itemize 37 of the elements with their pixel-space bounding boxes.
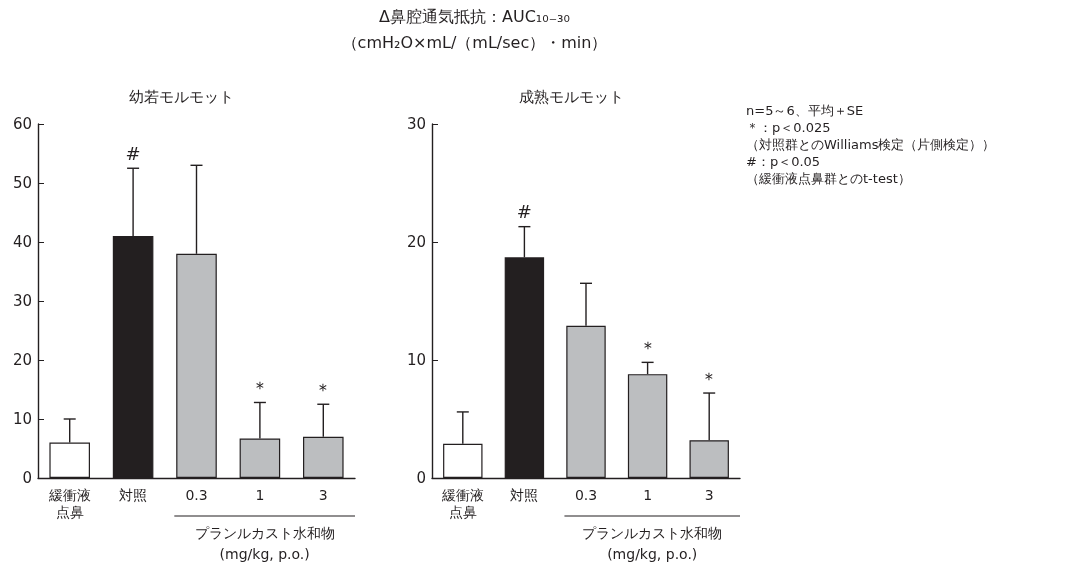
x-tick-label: 対照 bbox=[119, 486, 148, 503]
y-tick-label: 20 bbox=[406, 233, 426, 251]
text: #：p＜0.05 bbox=[746, 154, 821, 169]
x-tick-label: 0.3 bbox=[574, 486, 598, 503]
x-axis-title: プランルカスト水和物 (mg/kg, p.o.) bbox=[194, 524, 335, 562]
y-tick-label: 30 bbox=[406, 115, 426, 133]
y-tick-label: 10 bbox=[406, 351, 426, 369]
y-tick-label: 60 bbox=[12, 115, 32, 133]
annotation: ＊ bbox=[700, 367, 719, 389]
y-tick-label: 20 bbox=[12, 351, 32, 369]
x-tick-label: 1 bbox=[255, 486, 265, 503]
annotation: # bbox=[125, 142, 141, 164]
x-tick-label: 対照 bbox=[510, 486, 539, 503]
x-tick-label: 緩衝液点鼻 bbox=[440, 486, 484, 520]
x-tick-label: 0.3 bbox=[185, 486, 208, 503]
text: ＊：p＜0.025 bbox=[746, 120, 831, 135]
x-axis-title: プランルカスト水和物 (mg/kg, p.o.) bbox=[582, 524, 723, 562]
y-axis-title: Δ鼻腔通気抵抗：AUC₁₀₋₃₀ （cmH₂O×mL/（mL/sec）・min） bbox=[341, 7, 608, 52]
annotation: ＊ bbox=[250, 376, 269, 398]
x-tick-label: 3 bbox=[318, 486, 328, 503]
y-tick-label: 0 bbox=[416, 469, 426, 487]
annotation: # bbox=[516, 201, 532, 223]
text: （対照群とのWilliams検定（片側検定）） bbox=[746, 137, 996, 152]
x-tick-label: 緩衝液点鼻 bbox=[47, 486, 91, 520]
y-tick-label: 30 bbox=[12, 292, 32, 310]
y-tick-label: 0 bbox=[22, 469, 32, 487]
x-tick-label: 3 bbox=[704, 486, 714, 503]
y-tick-label: 10 bbox=[12, 410, 32, 428]
text: n=5～6、平均＋SE bbox=[746, 103, 864, 118]
text: （緩衝液点鼻群とのt-test） bbox=[746, 171, 911, 186]
x-tick-label: 1 bbox=[643, 486, 653, 503]
chart-title: 成熟モルモット bbox=[518, 87, 624, 106]
annotation: ＊ bbox=[314, 378, 333, 400]
y-tick-label: 50 bbox=[12, 174, 32, 192]
chart-title: 幼若モルモット bbox=[129, 87, 234, 106]
annotation: ＊ bbox=[638, 336, 657, 358]
y-tick-label: 40 bbox=[12, 233, 32, 251]
